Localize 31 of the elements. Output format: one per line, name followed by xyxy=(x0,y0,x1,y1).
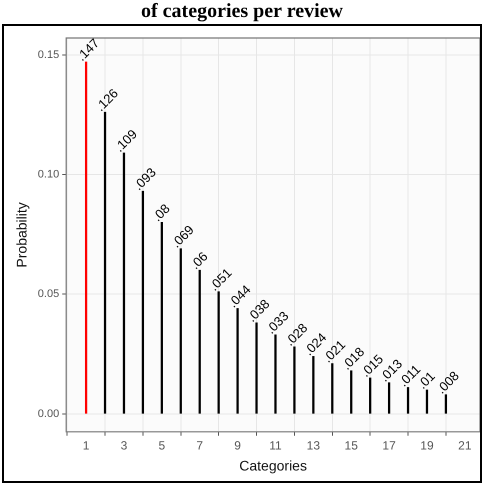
x-tick-label: 13 xyxy=(306,438,320,452)
data-label: .093 xyxy=(130,164,159,194)
bar xyxy=(369,378,372,414)
data-label: .069 xyxy=(168,222,197,251)
y-tick-label: 0.10 xyxy=(38,168,60,180)
x-tick-label: 21 xyxy=(458,438,472,452)
x-tick-label: 19 xyxy=(420,438,434,452)
x-tick-label: 3 xyxy=(120,438,128,452)
x-tick-label: 7 xyxy=(196,438,204,452)
x-tick-label: 15 xyxy=(344,438,358,452)
bar xyxy=(350,370,352,414)
bar xyxy=(331,363,334,414)
y-tick-label: 0.05 xyxy=(38,288,60,300)
data-label: .08 xyxy=(149,200,173,224)
x-tick-label: 1 xyxy=(82,438,90,452)
y-tick-label: 0.00 xyxy=(38,408,60,420)
x-tick-label: 17 xyxy=(382,438,396,452)
x-tick-label: 5 xyxy=(158,438,166,452)
x-tick-label: 11 xyxy=(269,438,282,452)
bar xyxy=(160,222,163,414)
bar xyxy=(312,356,314,414)
x-axis-title: Categories xyxy=(239,457,307,474)
bar xyxy=(180,248,182,414)
data-label: .109 xyxy=(111,126,140,155)
bar xyxy=(198,270,201,414)
y-tick-label: 0.15 xyxy=(38,48,60,61)
y-axis-title: Probability xyxy=(13,202,30,268)
data-label: .126 xyxy=(92,86,122,114)
bar xyxy=(218,291,220,414)
chart-title: of categories per review xyxy=(140,0,344,22)
x-tick-label: 9 xyxy=(234,438,242,452)
